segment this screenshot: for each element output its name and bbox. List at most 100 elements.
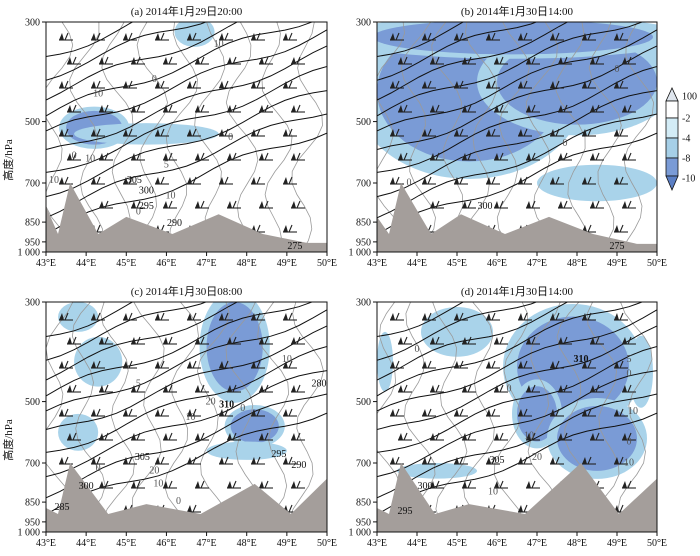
wind-barb <box>91 360 105 369</box>
y-tick-label: 950 <box>25 517 40 528</box>
wind-barb <box>99 336 113 345</box>
wind-barb <box>550 176 564 185</box>
theta-contour <box>46 22 239 101</box>
theta-contour <box>46 302 314 397</box>
theta-contour <box>377 22 465 57</box>
omega-label: 10 <box>488 486 498 497</box>
omega-contour <box>493 302 529 532</box>
wind-barb <box>550 456 564 465</box>
x-tick-label: 44°E <box>76 258 96 269</box>
wind-barb <box>187 456 201 465</box>
wind-barb <box>123 128 137 137</box>
wind-barb <box>291 384 305 393</box>
wind-barb <box>590 56 604 65</box>
wind-barb <box>590 104 604 113</box>
omega-label: 10 <box>524 430 534 441</box>
colorbar-tip <box>665 175 679 192</box>
wind-barb <box>251 176 265 185</box>
theta-label: 275 <box>610 241 625 252</box>
wind-barb <box>454 456 468 465</box>
y-tick-label: 950 <box>25 237 40 248</box>
wind-barb <box>558 152 572 161</box>
wind-barb <box>526 480 540 489</box>
wind-barb <box>131 432 145 441</box>
wind-barb <box>283 224 297 233</box>
wind-barb <box>99 152 113 161</box>
omega-contour <box>588 22 622 252</box>
wind-barb <box>259 432 273 441</box>
y-tick-label: 850 <box>25 498 40 509</box>
theta-contour <box>46 45 327 150</box>
wind-barb <box>430 480 444 489</box>
wind-barb <box>486 360 500 369</box>
wind-barb <box>91 456 105 465</box>
wind-barb <box>259 104 273 113</box>
wind-barb <box>462 384 476 393</box>
wind-barb <box>227 200 241 209</box>
wind-barb <box>163 152 177 161</box>
wind-barb <box>187 408 201 417</box>
wind-barb <box>518 32 532 41</box>
x-tick-label: 45°E <box>116 538 136 549</box>
shaded-region <box>377 331 393 392</box>
wind-barb <box>494 200 508 209</box>
omega-label: 0 <box>228 132 233 143</box>
wind-barb <box>390 312 404 321</box>
colorbar-label: -8 <box>682 154 690 165</box>
wind-barb <box>614 176 628 185</box>
x-tick-label: 48°E <box>237 258 257 269</box>
theta-label: 290 <box>291 460 306 471</box>
wind-barb <box>494 152 508 161</box>
omega-contour <box>555 22 589 252</box>
theta-contour <box>46 412 327 515</box>
wind-barb <box>550 80 564 89</box>
wind-barb <box>518 408 532 417</box>
x-tick-label: 49°E <box>607 258 627 269</box>
plot-frame <box>376 21 658 253</box>
omega-label: 10 <box>49 175 59 186</box>
theta-contour <box>46 370 327 478</box>
wind-barb <box>99 104 113 113</box>
wind-barb <box>123 360 137 369</box>
omega-contour <box>131 302 165 532</box>
wind-barb <box>622 200 636 209</box>
omega-label: 0 <box>615 64 620 75</box>
theta-contour <box>46 29 327 132</box>
x-tick-label: 46°E <box>156 258 176 269</box>
omega-contour <box>257 302 290 532</box>
wind-barb <box>195 480 209 489</box>
shaded-region <box>74 123 219 145</box>
wind-barb <box>91 176 105 185</box>
omega-label: 0 <box>407 178 412 189</box>
wind-barb <box>291 56 305 65</box>
x-tick-label: 47°E <box>527 538 547 549</box>
wind-barb <box>614 80 628 89</box>
wind-barb <box>91 312 105 321</box>
terrain <box>46 183 327 252</box>
wind-barb <box>251 128 265 137</box>
wind-barb <box>251 32 265 41</box>
wind-barb <box>550 408 564 417</box>
wind-barb <box>291 152 305 161</box>
omega-label: 20 <box>206 397 216 408</box>
plot-frame <box>376 301 658 533</box>
omega-contour <box>100 302 135 532</box>
omega-contour <box>617 302 653 532</box>
theta-label: 295 <box>271 449 286 460</box>
wind-barb <box>454 408 468 417</box>
wind-barb <box>283 360 297 369</box>
wind-barb <box>155 128 169 137</box>
wind-barb <box>622 152 636 161</box>
wind-barb <box>422 408 436 417</box>
wind-barb <box>486 312 500 321</box>
wind-barb <box>486 80 500 89</box>
theta-contour <box>46 346 327 453</box>
wind-barb <box>219 176 233 185</box>
wind-barb <box>430 200 444 209</box>
theta-contour <box>377 22 538 81</box>
omega-label: 0 <box>627 437 632 448</box>
omega-label: 0 <box>176 496 181 507</box>
omega-label: 10 <box>186 412 196 423</box>
wind-barb <box>99 56 113 65</box>
